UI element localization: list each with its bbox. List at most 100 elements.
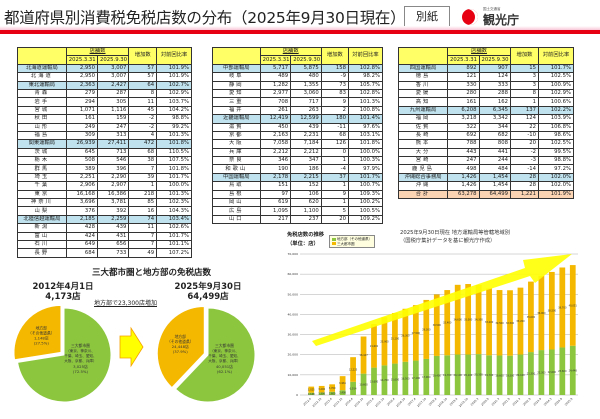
bar-metro (507, 290, 513, 356)
y-tick-label: 70,000 (288, 252, 299, 256)
bar-data-label: 19,400 (433, 374, 442, 377)
pie-label-metro: (72.5%) (73, 369, 89, 374)
bar-metro (454, 284, 461, 355)
bar-local (569, 345, 576, 395)
x-tick-label: 2019.4 (449, 397, 459, 407)
bar-data-label: 34,600 (454, 319, 463, 322)
x-tick-label: 2014.10 (353, 397, 364, 408)
source-note: 2025年9月30日現在 地方運輸局等管轄地域別 （国税庁集計データを基に観光庁… (400, 229, 510, 245)
left-pie-total: 4,173店 (45, 292, 81, 302)
bar-metro (412, 305, 419, 361)
bar-metro (350, 357, 356, 382)
region-row: 関東運輸局 26,939 27,411 472 101.8% (17, 139, 192, 149)
x-tick-label: 2013.4 (323, 397, 333, 407)
pie-label-local: (37.9%) (173, 349, 189, 354)
y-tick-label: 50,000 (288, 292, 299, 296)
bar-local (548, 349, 555, 395)
bar-data-label: 26,300 (401, 334, 410, 337)
x-tick-label: 2017.4 (407, 397, 417, 407)
bar-metro (423, 299, 430, 359)
header-ratio: 対前回比率 (538, 47, 574, 65)
bar-metro (444, 290, 451, 356)
bar-data-label: 23,600 (558, 370, 567, 373)
bar-data-label: 40,051 (569, 304, 578, 307)
pie-label-metro: 40,051店 (216, 364, 233, 369)
y-tick-label: 40,000 (288, 312, 299, 316)
ratio: 109.2% (347, 214, 384, 225)
bar-metro (486, 288, 492, 356)
table-row: 香川 330 333 3 100.9% (398, 80, 574, 90)
header-ratio: 対前回比率 (347, 47, 384, 65)
right-pie-total: 64,499店 (187, 292, 229, 302)
bar-local (371, 367, 377, 395)
increase-note: 地方部で23,300店増加 (94, 300, 157, 307)
bar-data-label: 1,300 (318, 393, 325, 396)
bar-data-label: 36,900 (537, 312, 546, 315)
legend-swatch-green (332, 237, 336, 241)
header-divider (0, 30, 600, 34)
x-tick-label: 2017.10 (416, 397, 427, 408)
pie-label-metro: 大阪、京都、兵庫） (208, 358, 240, 363)
pie-label-local: 地方部 (36, 326, 48, 331)
table-row: 高知 161 162 1 100.6% (398, 97, 574, 107)
bar-metro (465, 284, 472, 355)
bar-local (538, 350, 545, 395)
table-row: 沖縄 1,426 1,454 28 102.0% (398, 181, 574, 191)
bar-data-label: 3,200 (318, 388, 325, 391)
bar-data-label: 16,500 (401, 377, 410, 380)
x-tick-label: 2023.9 (532, 397, 542, 407)
bar-data-label: 21,602 (370, 345, 379, 348)
bar-data-label: 17,900 (422, 376, 431, 379)
bar-local (496, 355, 503, 395)
pie-label-metro: 千葉、埼玉、愛知、 (64, 353, 96, 358)
ratio: 107.2% (156, 248, 192, 258)
table-row: 山口 217 237 20 109.2% (212, 214, 384, 225)
bar-data-label: 15,600 (391, 378, 400, 381)
pie-slice-metro (17, 307, 112, 403)
bar-data-label: 29,300 (422, 328, 431, 331)
bar-metro (339, 376, 346, 391)
bar-local (433, 355, 440, 395)
bar-data-label: 39,700 (558, 306, 567, 309)
logo-mark-icon (462, 9, 478, 25)
bar-local (465, 354, 472, 395)
total-row: 合計 63,278 64,499 1,221 101.9% (398, 189, 574, 200)
bar-data-label: 30,500 (433, 324, 442, 327)
bar-data-label: 20,300 (474, 374, 483, 377)
right-pie-date: 2025年9月30日 (174, 282, 242, 292)
header-ratio: 対前回比率 (156, 47, 192, 65)
bar-data-label: 3,025 (308, 389, 315, 392)
pie-label-local: 地方部 (175, 334, 187, 339)
bar-metro (318, 385, 325, 393)
logo-name: 観光庁 (483, 13, 520, 27)
table-row: 北海道 2,950 3,007 57 101.9% (17, 72, 192, 82)
x-tick-label: 2012.10 (311, 397, 322, 408)
left-pie-caption: 2012年4月1日 4,173店 (28, 282, 98, 302)
bar-local (350, 381, 356, 395)
pie-label-local: （その他道県） (167, 339, 194, 344)
bar-data-label: 32,500 (495, 322, 504, 325)
bar-metro (308, 386, 315, 393)
pie-slice-metro (174, 307, 256, 403)
note-line-1: 2025年9月30日現在 地方運輸局等管轄地域別 (400, 230, 511, 236)
y-tick-label: 60,000 (288, 272, 299, 276)
logo-subtitle: 国土交通省 (483, 7, 501, 11)
header-gradient (0, 26, 600, 30)
left-pie-date: 2012年4月1日 (32, 282, 94, 292)
x-tick-label: 2015.10 (374, 397, 385, 408)
x-tick-label: 2013.10 (332, 397, 343, 408)
header-blank (398, 47, 448, 65)
bar-local (360, 373, 367, 395)
pie-label-metro: （東京、神奈川、 (210, 348, 239, 353)
right-arrow-icon (119, 326, 144, 368)
bar-data-label: 21,300 (527, 373, 536, 376)
tourism-agency-logo: 国土交通省 観光庁 (462, 5, 600, 31)
x-tick-label: 2012.4 (302, 397, 312, 407)
bar-data-label: 20,100 (516, 374, 525, 377)
x-tick-label: 2016.10 (395, 397, 406, 408)
x-tick-label: 2018.10 (437, 397, 448, 408)
pie-label-metro: (62.1%) (217, 369, 233, 374)
bar-data-label: 32,400 (443, 322, 452, 325)
bar-data-label: 18,447 (359, 354, 368, 357)
bar-data-label: 33,200 (516, 320, 525, 323)
